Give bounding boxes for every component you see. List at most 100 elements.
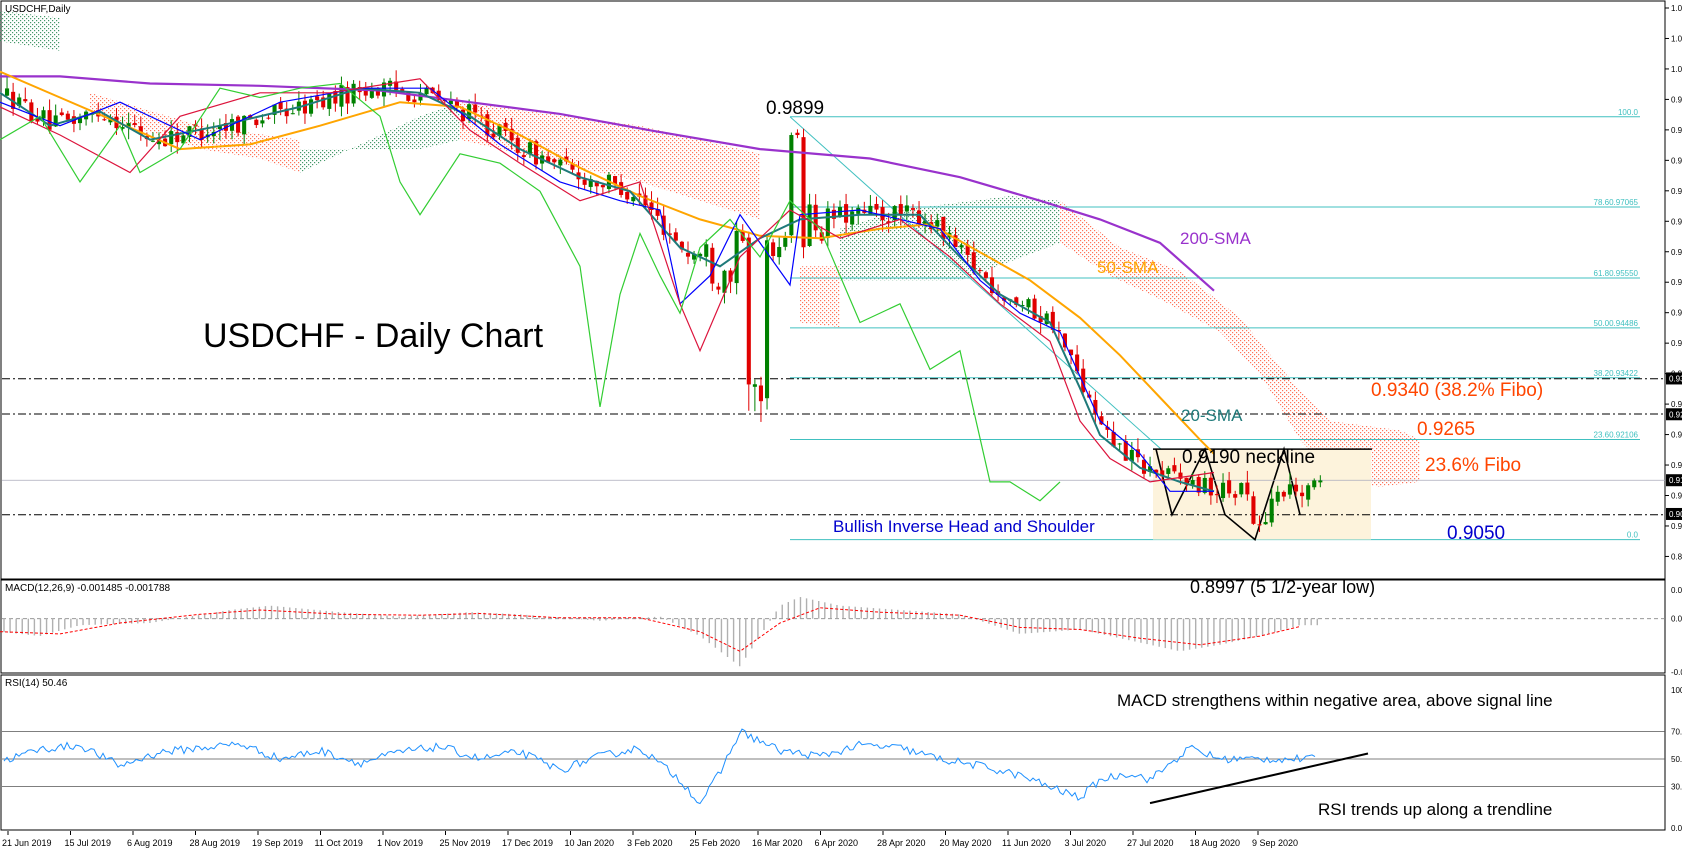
candle-body bbox=[157, 139, 162, 145]
macd-tick-label: -0.012269 bbox=[1671, 668, 1682, 677]
macd-note: MACD strengthens within negative area, a… bbox=[1117, 691, 1553, 710]
candle-body bbox=[1160, 470, 1165, 477]
candle-body bbox=[1196, 477, 1201, 493]
x-tick-label: 6 Aug 2019 bbox=[127, 838, 173, 848]
candle-body bbox=[758, 385, 763, 402]
candle-body bbox=[983, 272, 988, 278]
y-tick-label: 0.90910 bbox=[1671, 492, 1682, 501]
candle-body bbox=[35, 118, 40, 122]
candle-body bbox=[345, 87, 350, 104]
candle-body bbox=[418, 93, 423, 101]
candle-body bbox=[315, 96, 320, 101]
candle-body bbox=[65, 113, 70, 120]
candle-body bbox=[1306, 485, 1311, 500]
rsi-tick-label: 30.00 bbox=[1671, 783, 1682, 792]
candle-body bbox=[23, 99, 28, 102]
candle-body bbox=[211, 131, 216, 137]
indicator-lines bbox=[0, 70, 1215, 502]
candle-body bbox=[290, 113, 295, 115]
candle-body bbox=[977, 270, 982, 272]
line-50-sma bbox=[0, 70, 1215, 455]
candle-body bbox=[375, 88, 380, 96]
fibo-level-label: 100.0 bbox=[1618, 108, 1639, 117]
level-9265-label: 0.9265 bbox=[1417, 419, 1475, 440]
candle-body bbox=[600, 185, 605, 188]
candle-body bbox=[971, 252, 976, 271]
y-tick-label: 0.98060 bbox=[1671, 156, 1682, 165]
x-tick-label: 25 Nov 2019 bbox=[440, 838, 491, 848]
candle-body bbox=[169, 131, 174, 145]
x-tick-label: 28 Aug 2019 bbox=[190, 838, 241, 848]
candle-body bbox=[266, 117, 271, 119]
rsi-indicator: 100.00 70.00 50.00 30.00 0.00 bbox=[2, 686, 1682, 833]
fibo-level-label: 38.20.93422 bbox=[1594, 369, 1639, 378]
y-tick-label: 0.95460 bbox=[1671, 278, 1682, 287]
candle-body bbox=[1129, 449, 1134, 462]
price-tag-label: 0.92643 bbox=[1669, 410, 1682, 419]
candle-body bbox=[673, 232, 678, 241]
x-tick-label: 6 Apr 2020 bbox=[815, 838, 859, 848]
candle-body bbox=[363, 90, 368, 96]
candle-body bbox=[850, 211, 855, 225]
candle-body bbox=[892, 206, 897, 221]
candle-body bbox=[667, 233, 672, 235]
candle-body bbox=[199, 128, 204, 140]
candle-body bbox=[473, 104, 478, 113]
candle-body bbox=[302, 100, 307, 114]
x-tick-label: 15 Jul 2019 bbox=[65, 838, 112, 848]
x-tick-label: 9 Sep 2020 bbox=[1252, 838, 1298, 848]
sma50-label: 50-SMA bbox=[1097, 258, 1159, 277]
price-tag bbox=[1666, 474, 1682, 487]
kumo-segment bbox=[300, 102, 460, 173]
candle-body bbox=[1214, 494, 1219, 496]
x-tick-label: 19 Sep 2019 bbox=[252, 838, 303, 848]
x-tick-label: 17 Dec 2019 bbox=[502, 838, 553, 848]
candle-body bbox=[515, 137, 520, 153]
rsi-panel-frame bbox=[0, 674, 1666, 831]
macd-tick-label: 0.000000 bbox=[1671, 615, 1682, 624]
candle-body bbox=[1245, 482, 1250, 495]
candle-body bbox=[278, 101, 283, 110]
price-tag bbox=[1666, 408, 1682, 421]
candle-body bbox=[254, 119, 259, 126]
candle-body bbox=[819, 232, 824, 241]
candle-body bbox=[1002, 297, 1007, 301]
candle-body bbox=[509, 128, 514, 141]
candle-body bbox=[722, 270, 727, 293]
price-tag-label: 0.93407 bbox=[1669, 374, 1682, 383]
macd-panel-frame bbox=[0, 579, 1666, 674]
macd-signal-line bbox=[0, 607, 1301, 652]
candle-body bbox=[120, 127, 125, 129]
symbol-label: USDCHF,Daily bbox=[5, 4, 71, 15]
candle-body bbox=[1050, 311, 1055, 330]
level-9340-label: 0.9340 (38.2% Fibo) bbox=[1371, 380, 1543, 401]
candle-body bbox=[41, 110, 46, 119]
low-label: 0.8997 (5 1/2-year low) bbox=[1190, 577, 1375, 597]
candle-body bbox=[242, 115, 247, 135]
candle-body bbox=[1251, 496, 1256, 524]
candle-body bbox=[1202, 477, 1207, 493]
candle-body bbox=[1032, 298, 1037, 319]
candle-body bbox=[923, 220, 928, 226]
candle-body bbox=[777, 247, 782, 258]
candle-body bbox=[150, 140, 155, 142]
candle-body bbox=[217, 125, 222, 130]
rsi-note: RSI trends up along a trendline bbox=[1318, 800, 1552, 819]
candle-body bbox=[789, 135, 794, 236]
y-tick-label: 0.94160 bbox=[1671, 339, 1682, 348]
candle-body bbox=[1093, 399, 1098, 414]
candle-body bbox=[424, 87, 429, 95]
y-tick-label: 0.98710 bbox=[1671, 126, 1682, 135]
candle-body bbox=[1233, 494, 1238, 498]
fibo-level-label: 0.0 bbox=[1627, 531, 1639, 540]
y-tick-label: 0.89610 bbox=[1671, 552, 1682, 561]
candle-body bbox=[1178, 472, 1183, 479]
candle-body bbox=[728, 270, 733, 282]
macd-label: MACD(12,26,9) -0.001485 -0.001788 bbox=[5, 583, 171, 594]
candle-body bbox=[752, 384, 757, 387]
candle-body bbox=[1135, 449, 1140, 458]
candle-body bbox=[1166, 468, 1171, 474]
candle-body bbox=[1154, 469, 1159, 473]
candle-body bbox=[412, 99, 417, 103]
